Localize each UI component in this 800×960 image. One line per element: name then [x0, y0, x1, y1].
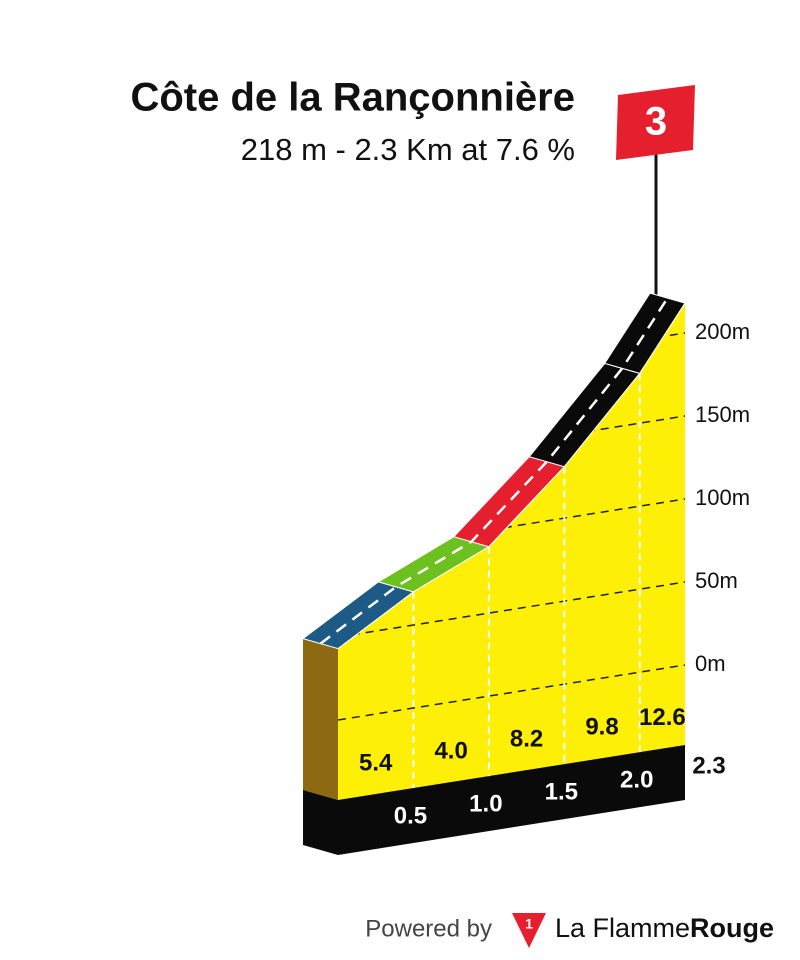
- front-face: [338, 303, 685, 800]
- logo-mark: 1: [525, 916, 533, 932]
- gradient-label: 9.8: [585, 713, 618, 740]
- x-tick-label: 1.0: [469, 790, 502, 817]
- y-tick-label: 200m: [695, 319, 750, 344]
- gradient-label: 4.0: [434, 737, 467, 764]
- gradient-label: 12.6: [639, 704, 686, 731]
- brand-light: La Flamme: [555, 913, 690, 943]
- base-side: [303, 790, 338, 855]
- x-tick-label: 0.5: [394, 802, 427, 829]
- grid-line: [338, 664, 685, 721]
- x-tick-label: 2.0: [620, 767, 653, 794]
- powered-by: Powered by: [365, 915, 492, 942]
- flag: [616, 85, 695, 160]
- gradient-label: 5.4: [359, 749, 393, 776]
- profile-line: [337, 302, 686, 650]
- distance-band: [338, 745, 685, 855]
- y-tick-label: 0m: [695, 651, 726, 676]
- grid-line: [338, 581, 685, 638]
- y-tick-label: 100m: [695, 485, 750, 510]
- y-tick-label: 50m: [695, 568, 738, 593]
- category: 3: [645, 100, 667, 144]
- center-line: [319, 297, 669, 645]
- brand-bold: Rouge: [690, 913, 774, 943]
- x-tick-label: 1.5: [545, 778, 578, 805]
- side-face: [303, 638, 338, 800]
- x-tick-label: 2.3: [692, 752, 725, 779]
- title: Côte de la Rançonnière: [130, 76, 575, 120]
- plot: 0m 50m 100m 150m 200m 0.5 1.0 1.5 2.0 2.3 5.4 4.0 8.…: [301, 292, 750, 855]
- brand: La FlammeRouge: [555, 913, 774, 943]
- logo: [512, 913, 546, 948]
- subtitle: 218 m - 2.3 Km at 7.6 %: [241, 132, 575, 167]
- gradient-label: 8.2: [510, 725, 543, 752]
- y-tick-label: 150m: [695, 402, 750, 427]
